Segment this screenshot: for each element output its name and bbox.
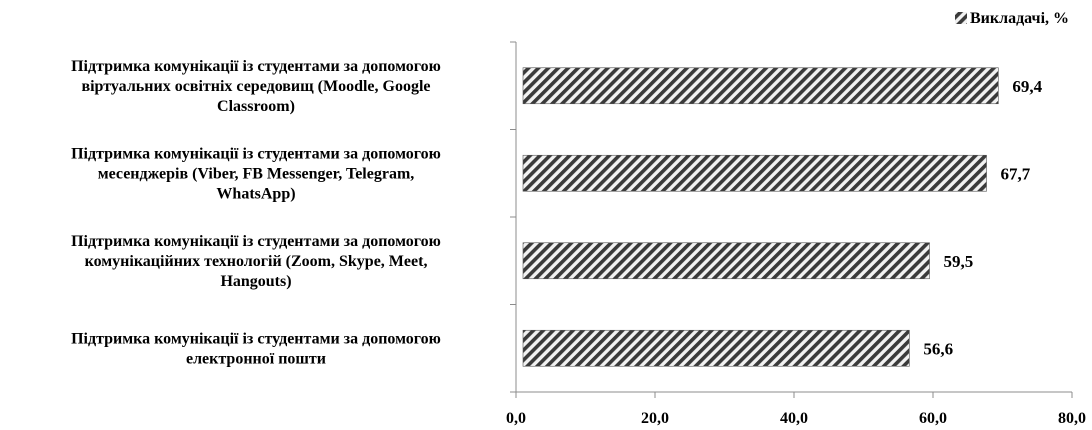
category-label: Підтримка комунікації із студентами за д… bbox=[71, 330, 441, 347]
legend-swatch bbox=[955, 12, 967, 24]
data-label: 67,7 bbox=[1001, 164, 1031, 183]
legend-label: Викладачі, % bbox=[970, 10, 1069, 27]
category-label: Hangouts) bbox=[220, 273, 291, 290]
bar bbox=[522, 242, 930, 280]
x-tick-label: 20,0 bbox=[641, 410, 669, 427]
plot-area: 0,0 20,0 40,0 60,0 80,0 69,4 Підтримка комунік… bbox=[71, 41, 1086, 427]
bar bbox=[522, 329, 910, 367]
x-tick-label: 60,0 bbox=[919, 410, 947, 427]
x-tick-label: 40,0 bbox=[780, 410, 808, 427]
data-label: 56,6 bbox=[923, 339, 953, 358]
category-label: Підтримка комунікації із студентами за д… bbox=[71, 145, 441, 162]
x-tick-label: 0,0 bbox=[506, 410, 526, 427]
category-label: електронної пошти bbox=[186, 350, 326, 367]
data-label: 69,4 bbox=[1012, 77, 1042, 96]
category-label: месенджерів (Viber, FB Messenger, Telegr… bbox=[98, 165, 415, 182]
category-label: Підтримка комунікації із студентами за д… bbox=[71, 233, 441, 250]
category-label: WhatsApp) bbox=[216, 185, 295, 202]
category-label: віртуальних освітніх середовищ (Moodle, … bbox=[81, 78, 430, 95]
category-label: Classroom) bbox=[217, 98, 295, 115]
bar bbox=[522, 154, 987, 192]
bar bbox=[522, 67, 999, 105]
data-label: 59,5 bbox=[944, 252, 974, 271]
category-label: комунікаційних технологій (Zoom, Skype, … bbox=[85, 253, 428, 270]
category-label: Підтримка комунікації із студентами за д… bbox=[71, 58, 441, 75]
legend: Викладачі, % bbox=[955, 10, 1069, 27]
x-tick-label: 80,0 bbox=[1058, 410, 1086, 427]
